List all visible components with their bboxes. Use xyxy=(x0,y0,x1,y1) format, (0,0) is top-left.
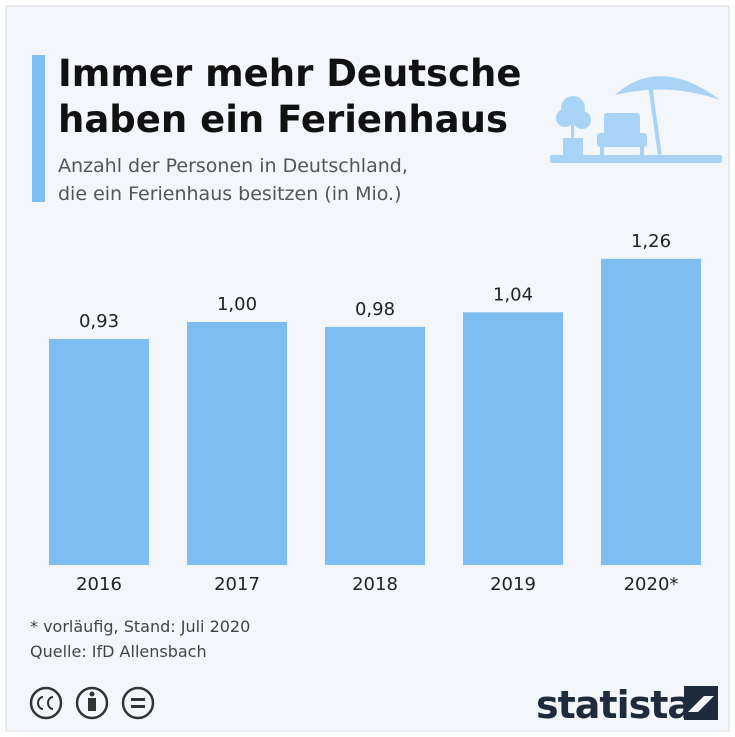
chart-title: haben ein Ferienhaus xyxy=(58,98,508,141)
bar xyxy=(601,259,701,565)
chart-subtitle: die ein Ferienhaus besitzen (in Mio.) xyxy=(58,183,402,205)
footnote: * vorläufig, Stand: Juli 2020 xyxy=(30,617,250,636)
value-label: 1,04 xyxy=(493,284,533,305)
brand-logo: statista xyxy=(536,683,692,727)
bar xyxy=(187,322,287,565)
source: Quelle: IfD Allensbach xyxy=(30,642,207,661)
accent-bar xyxy=(32,55,45,202)
x-tick-label: 2018 xyxy=(352,574,398,595)
chart-subtitle: Anzahl der Personen in Deutschland, xyxy=(58,155,408,177)
x-tick-label: 2017 xyxy=(214,574,260,595)
x-tick-label: 2019 xyxy=(490,574,536,595)
bar xyxy=(49,339,149,565)
brand-icon xyxy=(684,686,718,720)
bar xyxy=(325,327,425,565)
x-tick-label: 2016 xyxy=(76,574,122,595)
value-label: 1,00 xyxy=(217,294,257,315)
chart: Immer mehr Deutsche haben ein Ferienhaus… xyxy=(0,0,735,737)
page: Immer mehr Deutsche haben ein Ferienhaus… xyxy=(0,0,735,737)
value-label: 0,98 xyxy=(355,299,395,320)
chart-title: Immer mehr Deutsche xyxy=(58,52,521,95)
value-label: 0,93 xyxy=(79,311,119,332)
x-tick-label: 2020* xyxy=(624,574,679,595)
bar xyxy=(463,312,563,565)
value-label: 1,26 xyxy=(631,231,671,252)
